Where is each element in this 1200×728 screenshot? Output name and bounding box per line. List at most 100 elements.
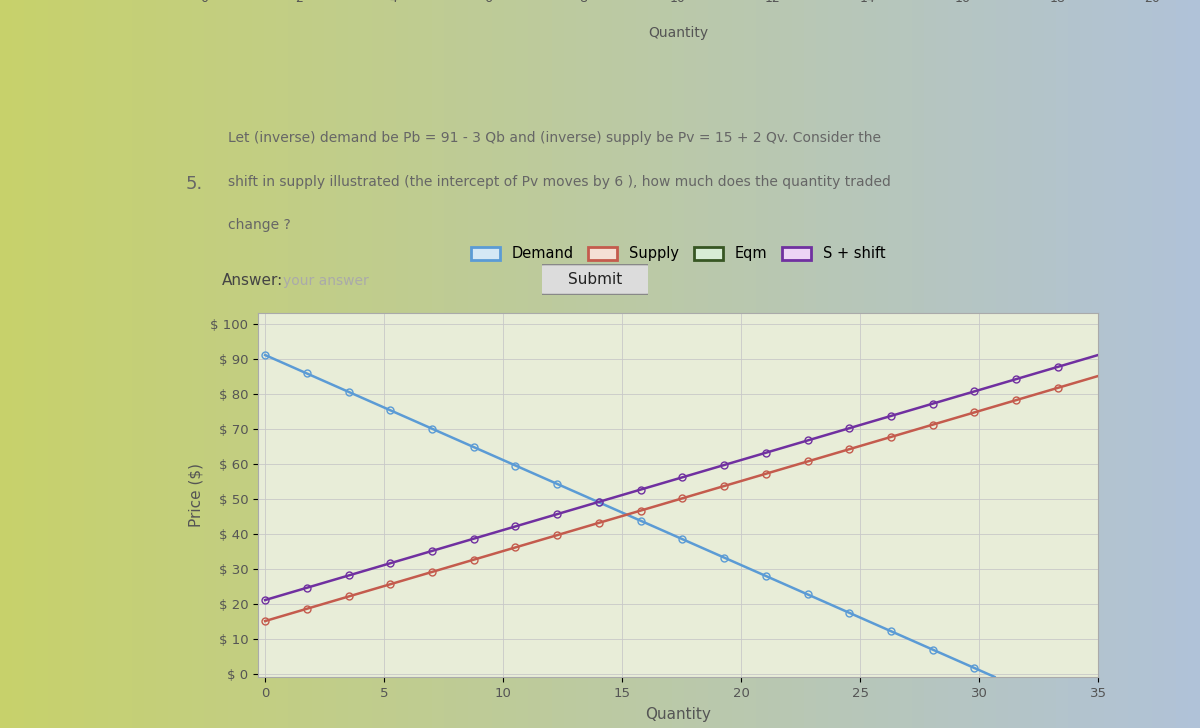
Bar — [1044, 0, 1056, 728]
Bar — [1080, 0, 1092, 728]
Bar — [624, 0, 636, 728]
Bar — [132, 0, 144, 728]
Bar — [588, 0, 600, 728]
Bar — [180, 0, 192, 728]
Bar — [456, 0, 468, 728]
Bar — [60, 0, 72, 728]
Bar — [960, 0, 972, 728]
Bar — [360, 0, 372, 728]
Bar — [468, 0, 480, 728]
Bar — [216, 0, 228, 728]
Bar — [552, 0, 564, 728]
Bar — [696, 0, 708, 728]
Bar — [96, 0, 108, 728]
Bar — [1140, 0, 1152, 728]
Bar — [1104, 0, 1116, 728]
Bar — [480, 0, 492, 728]
Bar — [564, 0, 576, 728]
Bar — [720, 0, 732, 728]
Bar — [312, 0, 324, 728]
Bar — [420, 0, 432, 728]
Bar — [1092, 0, 1104, 728]
Bar — [108, 0, 120, 728]
Bar — [540, 0, 552, 728]
Text: Quantity: Quantity — [648, 25, 708, 40]
Bar — [492, 0, 504, 728]
Bar — [504, 0, 516, 728]
Bar — [1176, 0, 1188, 728]
Bar — [1056, 0, 1068, 728]
Bar — [744, 0, 756, 728]
Bar — [732, 0, 744, 728]
Bar — [816, 0, 828, 728]
Bar — [912, 0, 924, 728]
Bar — [432, 0, 444, 728]
Bar — [228, 0, 240, 728]
Bar — [792, 0, 804, 728]
Bar — [84, 0, 96, 728]
Bar — [192, 0, 204, 728]
Bar — [288, 0, 300, 728]
Bar — [1128, 0, 1140, 728]
Text: change ?: change ? — [228, 218, 290, 232]
Bar — [888, 0, 900, 728]
Bar — [948, 0, 960, 728]
Bar — [648, 0, 660, 728]
Bar — [72, 0, 84, 728]
Y-axis label: Price ($): Price ($) — [188, 463, 203, 527]
Text: Submit: Submit — [568, 272, 623, 287]
Bar — [396, 0, 408, 728]
Bar — [636, 0, 648, 728]
Bar — [876, 0, 888, 728]
Bar — [168, 0, 180, 728]
Bar — [240, 0, 252, 728]
Text: Let (inverse) demand be Pb = 91 - 3 Qb and (inverse) supply be Pv = 15 + 2 Qv. C: Let (inverse) demand be Pb = 91 - 3 Qb a… — [228, 131, 881, 145]
Bar — [336, 0, 348, 728]
Bar — [984, 0, 996, 728]
Bar — [864, 0, 876, 728]
Bar — [156, 0, 168, 728]
Bar — [0, 0, 12, 728]
Bar — [144, 0, 156, 728]
Bar — [348, 0, 360, 728]
Bar — [852, 0, 864, 728]
Bar — [576, 0, 588, 728]
Legend: Demand, Supply, Eqm, S + shift: Demand, Supply, Eqm, S + shift — [464, 240, 892, 267]
Bar — [1164, 0, 1176, 728]
Bar — [768, 0, 780, 728]
Bar — [936, 0, 948, 728]
Bar — [204, 0, 216, 728]
Bar — [528, 0, 540, 728]
Bar — [120, 0, 132, 728]
Bar — [1188, 0, 1200, 728]
Bar — [24, 0, 36, 728]
Bar — [1008, 0, 1020, 728]
Bar — [828, 0, 840, 728]
Bar — [408, 0, 420, 728]
Bar — [1152, 0, 1164, 728]
Bar — [300, 0, 312, 728]
Text: your answer: your answer — [283, 274, 368, 288]
Bar — [384, 0, 396, 728]
Bar — [12, 0, 24, 728]
Bar — [252, 0, 264, 728]
Bar — [36, 0, 48, 728]
Bar — [996, 0, 1008, 728]
Bar — [612, 0, 624, 728]
Bar — [444, 0, 456, 728]
Bar — [840, 0, 852, 728]
Bar — [672, 0, 684, 728]
Bar — [924, 0, 936, 728]
Bar — [48, 0, 60, 728]
X-axis label: Quantity: Quantity — [646, 707, 710, 721]
Bar — [1116, 0, 1128, 728]
Bar — [756, 0, 768, 728]
Bar — [264, 0, 276, 728]
Text: Answer:: Answer: — [222, 273, 283, 288]
Bar — [1032, 0, 1044, 728]
Text: 5.: 5. — [186, 175, 203, 193]
Text: shift in supply illustrated (the intercept of Pv moves by 6 ), how much does the: shift in supply illustrated (the interce… — [228, 175, 890, 189]
Bar — [516, 0, 528, 728]
Bar — [684, 0, 696, 728]
Bar — [900, 0, 912, 728]
